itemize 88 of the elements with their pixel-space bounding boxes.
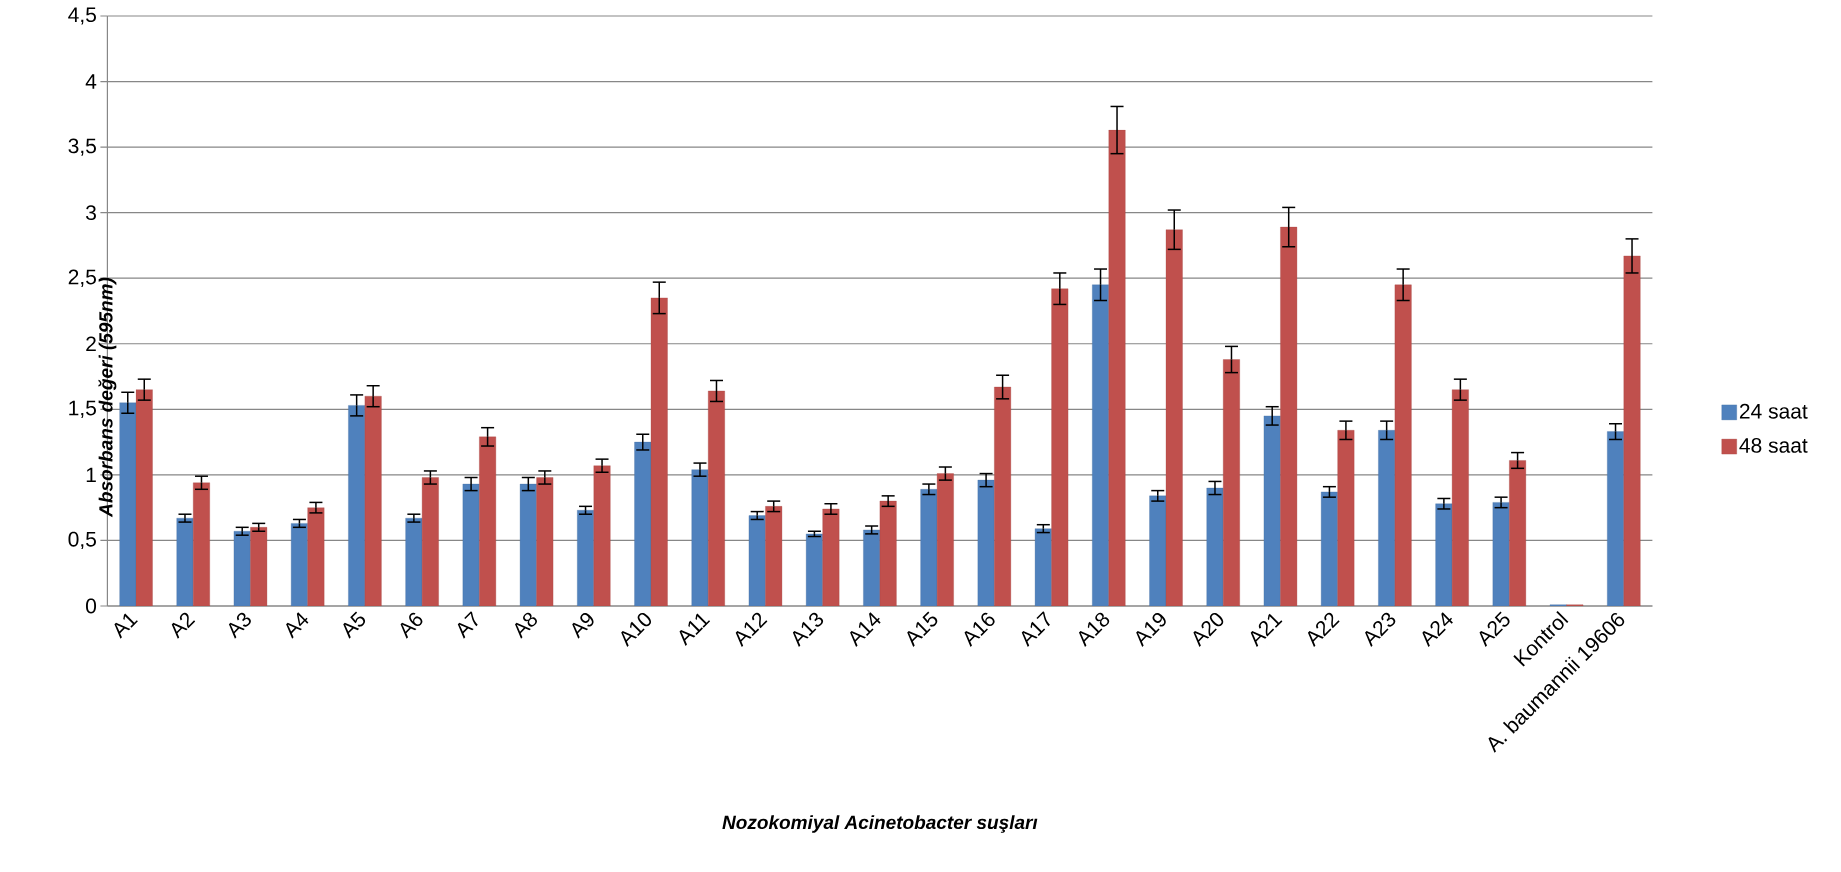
bar [119, 402, 137, 606]
bar [307, 507, 325, 606]
x-tick-label: A3 [228, 612, 251, 639]
bar [1108, 129, 1126, 606]
bar [1149, 495, 1167, 606]
y-tick-label: 0 [86, 598, 97, 614]
bar [233, 531, 251, 606]
bar [994, 386, 1011, 606]
bar [1378, 430, 1396, 606]
bar [1051, 288, 1069, 606]
bar [479, 436, 496, 606]
bar [879, 500, 897, 606]
bar [863, 529, 881, 606]
x-tick-label: A22 [1307, 612, 1340, 648]
y-tick-label: 3,5 [68, 138, 96, 156]
x-tick-label: A8 [515, 612, 537, 639]
bar [135, 389, 153, 606]
x-tick-label: A9 [572, 613, 594, 639]
x-tick-label: A7 [457, 611, 478, 639]
x-tick-label: A13 [792, 612, 824, 647]
bar [176, 518, 194, 606]
bar [577, 510, 594, 606]
bar [708, 390, 725, 606]
bar [348, 405, 366, 606]
y-tick-label: 2,5 [68, 269, 96, 287]
x-tick-label: A23 [1365, 612, 1396, 647]
bar [765, 506, 783, 606]
x-tick-label: A5 [343, 611, 366, 639]
bar [462, 483, 480, 606]
bar [536, 477, 554, 606]
bar [193, 482, 210, 606]
y-tick-label: 1 [86, 467, 96, 483]
y-tick-label: 2 [86, 336, 96, 352]
x-tick-label: A19 [1136, 613, 1166, 647]
bar [1451, 389, 1469, 606]
bar [1394, 284, 1412, 606]
y-axis-title: Absorbans değeri (595nm) [98, 277, 117, 518]
bar [1280, 226, 1298, 606]
x-tick-label: A6 [400, 612, 423, 639]
bar [519, 483, 537, 606]
x-tick-label: A4 [286, 612, 309, 639]
bar [405, 518, 423, 606]
bar [364, 396, 382, 606]
x-tick-label: A20 [1193, 612, 1224, 647]
bar [936, 473, 954, 606]
bar [748, 515, 766, 606]
bar [1607, 431, 1624, 606]
x-tick-label: A21 [1250, 613, 1283, 648]
x-tick-label: A12 [735, 612, 768, 648]
x-axis-title: Nozokomiyal Acinetobacter suşları [722, 815, 1038, 833]
bar [250, 527, 268, 606]
bar [920, 489, 938, 606]
bar [291, 523, 308, 606]
bar [1337, 430, 1355, 606]
x-tick-label: A18 [1078, 612, 1110, 647]
bar [1092, 284, 1109, 606]
x-tick-label: A24 [1422, 612, 1453, 648]
bar [691, 469, 709, 606]
bar [1034, 528, 1052, 606]
x-tick-label: A10 [621, 612, 652, 647]
bar [806, 533, 823, 606]
bar [1623, 255, 1641, 606]
bar [1263, 415, 1281, 606]
legend-label: 48 saat [1739, 437, 1808, 453]
x-tick-label: A2 [171, 612, 196, 639]
bar [1321, 491, 1338, 606]
bar [421, 477, 439, 606]
bar [1206, 487, 1224, 606]
bar [822, 508, 840, 606]
bar [650, 297, 668, 606]
y-tick-label: 1,5 [69, 400, 96, 418]
legend-label: 24 saat [1739, 403, 1808, 419]
bar [1223, 359, 1240, 606]
bar [1492, 502, 1510, 606]
bar [1435, 503, 1453, 606]
x-tick-label: A1 [114, 613, 138, 639]
x-tick-label: A14 [850, 612, 881, 647]
bar [1165, 229, 1183, 606]
bar [634, 441, 652, 606]
x-tick-label: A16 [964, 612, 995, 647]
y-tick-label: 3 [85, 205, 96, 221]
y-tick-label: 4,5 [68, 7, 96, 25]
y-tick-label: 0,5 [68, 531, 96, 550]
y-tick-label: 4 [85, 74, 97, 89]
bar [593, 465, 611, 606]
bar [1509, 460, 1526, 606]
x-tick-label: A11 [679, 613, 711, 646]
bar [977, 479, 995, 606]
